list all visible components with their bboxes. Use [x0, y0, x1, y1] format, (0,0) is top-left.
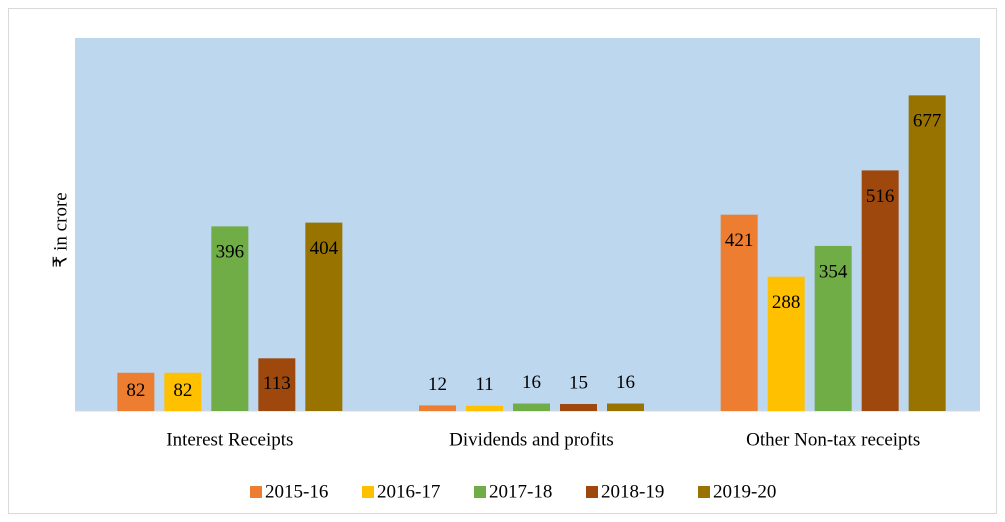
- legend-label: 2016-17: [377, 481, 440, 502]
- data-label: 396: [216, 242, 245, 263]
- bar: [861, 170, 899, 411]
- data-label: 288: [772, 292, 801, 313]
- data-label: 404: [310, 238, 339, 259]
- data-label: 15: [569, 372, 588, 393]
- bar: [258, 358, 296, 411]
- y-axis-label: ₹ in crore: [50, 192, 71, 267]
- legend-swatch: [586, 486, 598, 498]
- data-label: 113: [263, 373, 291, 394]
- bar: [513, 403, 550, 411]
- legend-swatch: [362, 486, 374, 498]
- legend-label: 2018-19: [601, 481, 664, 502]
- data-label: 82: [173, 380, 192, 401]
- data-label: 354: [819, 261, 848, 282]
- bar: [117, 372, 155, 411]
- bar: [305, 222, 343, 411]
- legend-swatch: [474, 486, 486, 498]
- bar: [767, 276, 805, 411]
- data-label: 16: [616, 372, 635, 393]
- bar: [908, 95, 946, 411]
- bar: [164, 372, 202, 411]
- bar: [560, 404, 597, 411]
- legend-swatch: [698, 486, 710, 498]
- legend-label: 2015-16: [265, 481, 328, 502]
- x-tick-label: Interest Receipts: [166, 429, 293, 450]
- data-label: 12: [428, 374, 447, 395]
- data-label: 516: [866, 186, 895, 207]
- legend-swatch: [250, 486, 262, 498]
- bar: [607, 403, 644, 411]
- data-label: 421: [725, 230, 754, 251]
- bar: [419, 405, 456, 411]
- data-label: 677: [913, 111, 942, 132]
- bar: [720, 214, 758, 411]
- data-label: 11: [475, 374, 493, 395]
- x-tick-label: Dividends and profits: [449, 429, 614, 450]
- bar: [814, 245, 852, 411]
- data-label: 16: [522, 372, 541, 393]
- data-label: 82: [126, 380, 145, 401]
- legend-label: 2017-18: [489, 481, 552, 502]
- bar: [211, 226, 249, 411]
- bar: [466, 405, 503, 411]
- legend-label: 2019-20: [713, 481, 776, 502]
- x-tick-label: Other Non-tax receipts: [746, 429, 920, 450]
